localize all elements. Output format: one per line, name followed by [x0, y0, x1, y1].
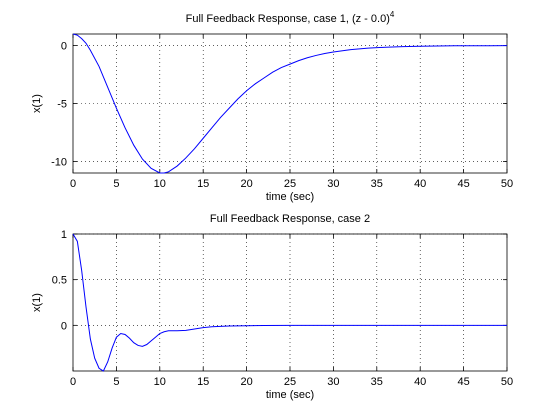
chart-2-xtick-label-9: 45	[457, 376, 469, 388]
chart-2-xtick-label-8: 40	[414, 376, 426, 388]
chart-2-ytick-label-1: 0.5	[52, 275, 67, 287]
chart-2-xtick-label-5: 25	[284, 376, 296, 388]
chart-1-series-1-line	[72, 33, 508, 174]
chart-2-ylabel: x(1)	[31, 293, 43, 312]
chart-2-xtick-label-2: 10	[154, 376, 166, 388]
chart-1-ytick-label-1: -5	[57, 99, 67, 111]
chart-2-xtick-label-0: 0	[70, 376, 76, 388]
chart-1-xtick-label-2: 10	[154, 178, 166, 190]
chart-1-xtick-label-7: 35	[371, 178, 383, 190]
chart-2-ytick-label-0: 1	[61, 229, 67, 241]
chart-1-ylabel: x(1)	[31, 94, 43, 113]
chart-2-xtick-label-6: 30	[327, 376, 339, 388]
chart-1-xtick-label-4: 20	[240, 178, 252, 190]
chart-1-xlabel: time (sec)	[266, 191, 314, 203]
chart-2-ytick-label-2: 0	[61, 320, 67, 332]
chart-2-xtick-label-7: 35	[371, 376, 383, 388]
chart-2-series-1-line	[72, 233, 507, 372]
chart-1-title-text: Full Feedback Response, case 1, (z - 0.0…	[186, 13, 390, 25]
chart-2-xtick-label-4: 20	[240, 376, 252, 388]
chart-1-xtick-label-0: 0	[70, 178, 76, 190]
chart-1-title-superscript: 4	[390, 10, 395, 19]
chart-1-xtick-label-3: 15	[197, 178, 209, 190]
chart-2-xlabel: time (sec)	[266, 389, 314, 401]
chart-1-ytick-label-0: 0	[61, 41, 67, 53]
chart-1-xtick-label-1: 5	[113, 178, 119, 190]
chart-2-xtick-label-3: 15	[197, 376, 209, 388]
chart-1: 0 5 10 15 20 25 30 35 40 45 50 0 -5 -10 Full Feedback …	[31, 10, 513, 203]
chart-1-xtick-label-9: 45	[457, 178, 469, 190]
chart-1-xtick-label-10: 50	[501, 178, 513, 190]
chart-1-xtick-label-5: 25	[284, 178, 296, 190]
chart-2: 0 5 10 15 20 25 30 35 40 45 50 1 0.5 0 Full Feedback R…	[31, 213, 513, 401]
chart-2-xtick-label-10: 50	[501, 376, 513, 388]
chart-1-xtick-label-6: 30	[327, 178, 339, 190]
chart-1-title: Full Feedback Response, case 1, (z - 0.0…	[186, 10, 395, 25]
chart-2-title: Full Feedback Response, case 2	[210, 213, 370, 225]
chart-1-ytick-label-2: -10	[51, 156, 67, 168]
chart-2-xtick-label-1: 5	[113, 376, 119, 388]
chart-1-xtick-label-8: 40	[414, 178, 426, 190]
chart-2-title-text: Full Feedback Response, case 2	[210, 213, 370, 225]
